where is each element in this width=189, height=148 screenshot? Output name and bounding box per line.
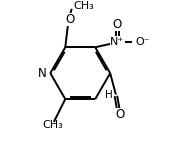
Text: CH₃: CH₃ (73, 1, 94, 11)
Text: CH₃: CH₃ (42, 120, 63, 131)
Text: N⁺: N⁺ (110, 37, 124, 47)
Text: N: N (38, 67, 47, 80)
Text: O: O (113, 18, 122, 31)
Text: O⁻: O⁻ (135, 37, 150, 47)
Text: O: O (65, 13, 74, 26)
Text: O: O (115, 108, 125, 121)
Text: H: H (105, 90, 113, 100)
